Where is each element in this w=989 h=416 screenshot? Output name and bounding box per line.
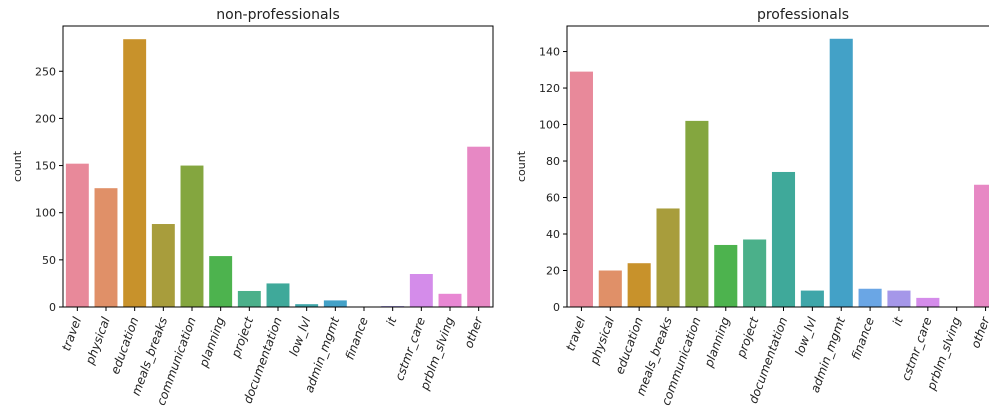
y-tick-label: 250	[35, 65, 56, 78]
bar-planning	[714, 244, 738, 307]
bar-low_lvl	[295, 304, 319, 307]
bar-prblm_slving	[438, 293, 462, 307]
chart-panel-1: 050100150200250travelphysicaleducationme…	[11, 7, 494, 407]
x-tick-label-planning: planning	[701, 315, 732, 370]
x-tick-label-travel: travel	[563, 315, 588, 353]
y-tick-label: 100	[35, 207, 56, 220]
bar-admin_mgmt	[323, 300, 347, 307]
bar-education	[627, 263, 651, 307]
y-tick-label: 150	[35, 160, 56, 173]
bar-cstmr_care	[916, 297, 940, 307]
x-tick-label-low_lvl: low_lvl	[792, 315, 819, 358]
x-tick-label-other: other	[968, 314, 989, 350]
y-tick-label: 60	[546, 192, 560, 205]
bar-communication	[180, 165, 204, 307]
x-tick-label-finance: finance	[849, 315, 877, 361]
bar-project	[743, 239, 767, 307]
y-tick-label: 20	[546, 265, 560, 278]
x-tick-label-physical: physical	[82, 315, 113, 368]
y-tick-label: 120	[539, 82, 560, 95]
chart-title: non-professionals	[216, 7, 339, 23]
x-tick-label-physical: physical	[587, 315, 618, 368]
bar-other	[467, 146, 491, 307]
y-tick-label: 40	[546, 228, 560, 241]
bar-cstmr_care	[409, 274, 433, 307]
bar-documentation	[266, 283, 290, 307]
x-tick-label-finance: finance	[343, 315, 371, 361]
y-axis-label: count	[515, 150, 528, 182]
y-tick-label: 0	[553, 301, 560, 314]
bar-physical	[598, 270, 622, 307]
y-tick-label: 50	[42, 254, 56, 267]
bar-education	[123, 39, 147, 307]
y-axis-label: count	[11, 150, 24, 182]
x-tick-label-travel: travel	[59, 315, 84, 353]
x-tick-label-education: education	[108, 315, 142, 376]
chart-title: professionals	[757, 7, 849, 23]
bar-travel	[65, 163, 89, 307]
x-tick-label-project: project	[734, 314, 762, 360]
bar-communication	[685, 120, 709, 307]
x-tick-label-other: other	[461, 314, 485, 350]
bar-travel	[569, 71, 593, 308]
bar-project	[237, 290, 261, 307]
bar-admin_mgmt	[829, 38, 853, 308]
x-tick-label-project: project	[228, 314, 256, 360]
x-tick-label-education: education	[612, 315, 646, 376]
bar-documentation	[771, 171, 796, 307]
x-tick-label-it: it	[384, 314, 400, 328]
bar-planning	[209, 256, 233, 307]
bar-it	[887, 290, 911, 307]
bar-meals_breaks	[151, 224, 175, 307]
x-tick-label-low_lvl: low_lvl	[287, 315, 314, 358]
bar-physical	[94, 188, 118, 307]
y-tick-label: 0	[49, 301, 56, 314]
bar-finance	[858, 288, 882, 307]
chart-panel-2: 0 20 40 60 80 100 120 140 travelphysicaleducatio…	[515, 7, 989, 407]
bar-meals_breaks	[656, 208, 680, 307]
x-tick-label-it: it	[890, 314, 906, 328]
x-tick-label-planning: planning	[196, 315, 227, 370]
y-tick-label: 80	[546, 155, 560, 168]
bar-low_lvl	[800, 290, 824, 307]
bar-other	[974, 184, 989, 307]
y-tick-label: 200	[35, 112, 56, 125]
y-tick-label: 140	[539, 46, 560, 59]
y-tick-label: 100	[539, 119, 560, 132]
